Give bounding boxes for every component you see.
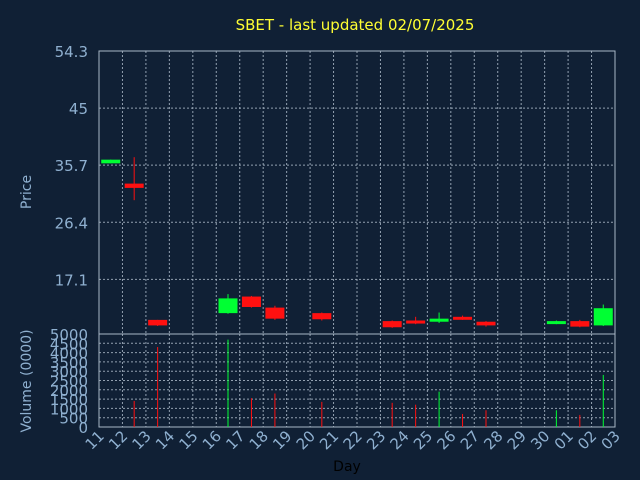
volume-tick-label: 1500 [50,391,88,409]
day-tick-label: 15 [175,427,201,453]
volume-tick-label: 3500 [50,354,88,372]
volume-tick-label: 5000 [50,326,88,344]
candle-body [406,320,426,324]
day-tick-label: 25 [410,427,436,453]
candlesticks [101,157,613,328]
day-tick-label: 03 [598,427,624,453]
candle-body [148,319,168,326]
candle-body [546,321,566,325]
price-tick-label: 35.7 [55,157,88,175]
day-tick-label: 19 [269,427,295,453]
day-tick-labels: 1112131415161718192021222324252627282930… [82,427,624,453]
price-grid [99,50,615,334]
candle-body [593,308,613,326]
day-tick-label: 14 [152,427,178,453]
volume-bars [133,339,604,427]
candle-body [453,316,473,320]
volume-tick-label: 0 [78,419,88,437]
day-tick-label: 17 [222,427,248,453]
candle-body [101,159,121,164]
day-tick-label: 21 [316,427,342,453]
day-tick-label: 28 [480,427,506,453]
candle-body [312,313,332,320]
candle-body [382,321,402,328]
candle-body [124,183,144,188]
day-tick-label: 18 [246,427,272,453]
volume-tick-label: 500 [59,410,88,428]
day-tick-label: 16 [199,427,225,453]
volume-axis-label: Volume (0000) [19,329,35,432]
day-tick-label: 02 [574,427,600,453]
candle-body [476,321,496,326]
price-tick-label: 45 [69,100,88,118]
day-tick-label: 20 [293,427,319,453]
day-tick-label: 26 [433,427,459,453]
day-tick-label: 23 [363,427,389,453]
day-tick-label: 22 [340,427,366,453]
candle-body [429,318,449,322]
volume-tick-label: 3000 [50,363,88,381]
volume-grid [99,334,615,427]
volume-tick-label: 4000 [50,345,88,363]
candle-body [570,321,590,327]
candle-body [265,307,285,319]
volume-tick-label: 1000 [50,400,88,418]
day-tick-label: 12 [105,427,131,453]
price-axis-label: Price [19,175,35,209]
volume-tick-label: 2500 [50,373,88,391]
volume-tick-label: 2000 [50,382,88,400]
day-tick-label: 27 [457,427,483,453]
day-tick-label: 13 [129,427,155,453]
price-tick-label: 54.3 [55,43,88,61]
day-axis-label: Day [333,459,361,475]
candle-body [218,298,238,314]
price-tick-label: 26.4 [55,214,88,232]
day-tick-label: 30 [527,427,553,453]
day-tick-label: 01 [551,427,577,453]
chart-title: SBET - last updated 02/07/2025 [236,16,475,34]
volume-panel-frame [98,333,616,428]
price-tick-labels: 54.3 45 35.7 26.4 17.1 [55,43,88,289]
day-tick-label: 24 [387,427,413,453]
day-tick-label: 29 [504,427,530,453]
candle-body [241,296,261,307]
volume-tick-label: 4500 [50,335,88,353]
price-tick-label: 17.1 [55,271,88,289]
